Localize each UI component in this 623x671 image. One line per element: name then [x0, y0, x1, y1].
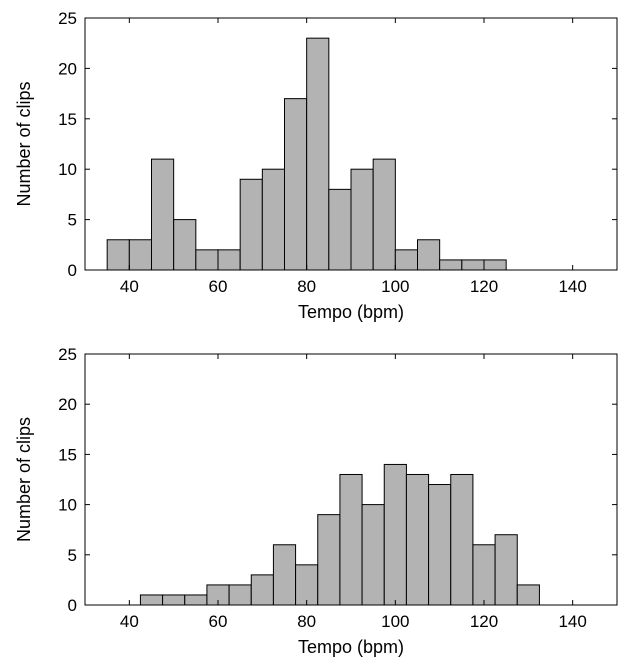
panel-top-x-tick-label: 60 [209, 277, 228, 296]
panel-top-y-tick-label: 5 [68, 211, 77, 230]
panel-top-x-tick-label: 40 [120, 277, 139, 296]
panel-bottom-axes-box [84, 353, 618, 606]
panel-bottom-bar [450, 473, 474, 606]
panel-top-bar [128, 239, 152, 271]
panel-bottom-bar [383, 463, 407, 606]
panel-bottom-bar [428, 484, 452, 606]
panel-top-x-tick-label: 120 [470, 277, 498, 296]
panel-bottom-x-tick-label: 40 [120, 612, 139, 631]
panel-bottom-y-axis-label: Number of clips [14, 417, 34, 542]
panel-top-bar [394, 249, 419, 271]
panel-top-bar [239, 178, 263, 271]
panel-top-bar [284, 98, 308, 271]
panel-top-bar [350, 168, 374, 271]
panel-bottom-x-tick-label: 100 [381, 612, 409, 631]
panel-bottom-bar [472, 544, 496, 606]
panel-top-y-tick-label: 0 [68, 261, 77, 280]
panel-bottom-x-tick-label: 140 [558, 612, 586, 631]
panel-bottom-bar [184, 594, 208, 606]
panel-top-bar [417, 239, 441, 271]
panel-bottom-x-tick-label: 120 [470, 612, 498, 631]
panel-top-bar [151, 158, 175, 271]
panel-bottom-y-tick-label: 5 [68, 546, 77, 565]
panel-top-bar [195, 249, 219, 271]
panel-bottom-bar [250, 574, 274, 606]
panel-top-x-axis-label: Tempo (bpm) [298, 302, 404, 322]
panel-bottom-bar [494, 534, 518, 606]
panel-top-bar [372, 158, 396, 271]
panel-bottom-y-tick-label: 20 [58, 395, 77, 414]
panel-bottom-x-tick-label: 60 [209, 612, 228, 631]
panel-top-bar [306, 37, 330, 271]
panel-bottom-x-tick-label: 80 [297, 612, 316, 631]
panel-bottom-bar [339, 473, 363, 606]
panel-bottom-bar [405, 473, 430, 606]
panel-top-x-tick-label: 140 [558, 277, 586, 296]
panel-bottom-y-tick-label: 25 [58, 345, 77, 364]
panel-top-bar [106, 239, 130, 271]
panel-top-bar [461, 259, 485, 271]
panel-top-x-tick-label: 100 [381, 277, 409, 296]
panel-top-y-tick-label: 20 [58, 59, 77, 78]
panel-bottom-y-tick-label: 10 [58, 496, 77, 515]
panel-top-bar [483, 259, 507, 271]
panel-top-y-axis-label: Number of clips [14, 81, 34, 206]
panel-bottom-bar [272, 544, 297, 606]
panel-top-x-tick-label: 80 [297, 277, 316, 296]
panel-bottom-y-tick-label: 0 [68, 596, 77, 615]
panel-bottom-bar [361, 504, 385, 606]
panel-bottom-bar [317, 514, 341, 606]
panel-bottom-x-axis-label: Tempo (bpm) [298, 637, 404, 657]
panel-top-axes-box [84, 17, 618, 271]
panel-top-bar [328, 188, 352, 271]
panel-bottom-bar [139, 594, 164, 606]
panel-top-y-tick-label: 25 [58, 9, 77, 28]
panel-bottom-bar [228, 584, 252, 606]
panel-top-bar [173, 219, 197, 271]
panel-bottom-bar [295, 564, 319, 606]
panel-bottom-y-tick-label: 15 [58, 445, 77, 464]
panel-top-bar [217, 249, 241, 271]
panel-top-y-tick-label: 15 [58, 110, 77, 129]
panel-bottom-bar [516, 584, 540, 606]
panel-bottom-bar [162, 594, 186, 606]
panel-top-bar [439, 259, 463, 271]
panel-top-bar [261, 168, 286, 271]
panel-top-y-tick-label: 10 [58, 160, 77, 179]
